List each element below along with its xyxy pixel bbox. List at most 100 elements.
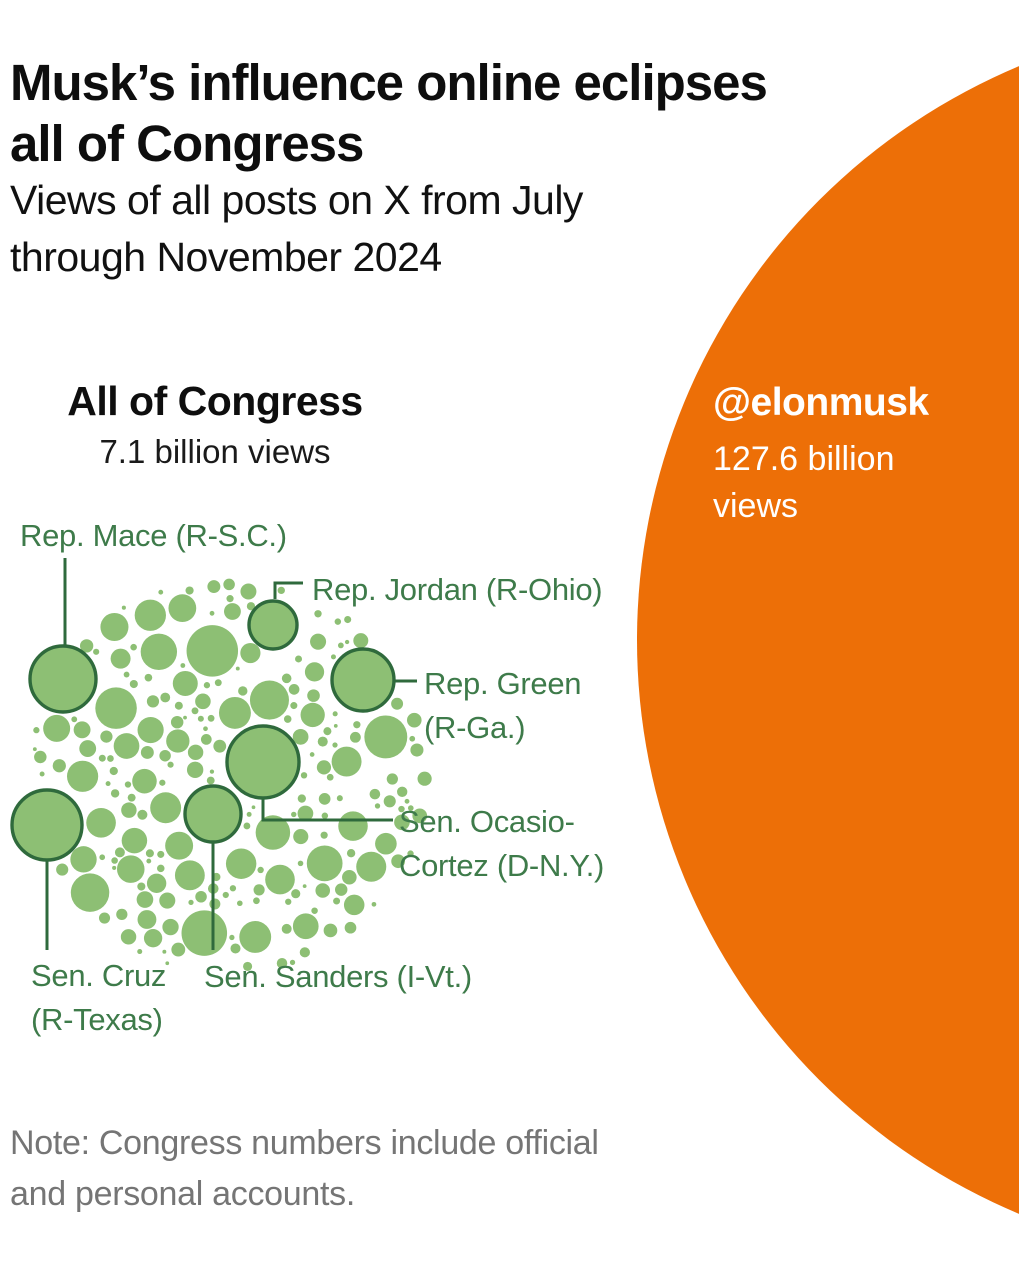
member-bubble xyxy=(307,689,320,702)
label-rep-jordan: Rep. Jordan (R-Ohio) xyxy=(312,572,603,607)
member-bubble xyxy=(32,747,37,752)
congress-bubble-pack xyxy=(10,558,432,971)
member-bubble xyxy=(249,680,289,720)
member-bubble xyxy=(186,625,239,677)
member-bubble xyxy=(39,771,45,777)
member-bubble xyxy=(209,898,221,910)
member-bubble xyxy=(383,795,396,808)
member-bubble xyxy=(127,793,136,802)
member-bubble xyxy=(320,831,328,839)
member-bubble xyxy=(168,594,197,623)
member-bubble xyxy=(137,949,143,955)
member-bubble xyxy=(213,739,227,753)
member-bubble xyxy=(137,882,146,891)
member-bubble xyxy=(162,949,167,954)
member-bubble xyxy=(144,673,153,682)
member-bubble xyxy=(333,724,338,728)
member-bubble xyxy=(100,730,113,743)
member-bubble xyxy=(323,923,338,938)
member-bubble xyxy=(107,755,114,762)
member-bubble xyxy=(66,760,99,792)
labeled-member-bubble xyxy=(28,644,98,714)
member-bubble xyxy=(229,885,237,892)
member-bubble xyxy=(371,901,377,907)
member-bubble xyxy=(123,671,130,678)
member-bubble xyxy=(410,743,424,757)
member-bubble xyxy=(314,610,322,618)
member-bubble xyxy=(369,788,381,800)
member-bubble xyxy=(129,679,138,689)
member-bubble xyxy=(174,860,205,891)
member-bubble xyxy=(158,589,164,595)
member-bubble xyxy=(304,662,325,682)
member-bubble xyxy=(195,693,211,710)
member-bubble xyxy=(243,822,251,830)
member-bubble xyxy=(297,805,314,822)
member-bubble xyxy=(93,648,100,655)
labeled-member-bubble xyxy=(183,784,243,844)
member-bubble xyxy=(145,849,154,858)
member-bubble xyxy=(281,923,292,934)
member-bubble xyxy=(181,910,228,956)
member-bubble xyxy=(99,854,106,861)
member-bubble xyxy=(209,610,215,616)
leader-line xyxy=(273,581,303,599)
member-bubble xyxy=(257,866,264,874)
member-bubble xyxy=(317,736,328,747)
member-bubble xyxy=(203,726,208,732)
member-bubble xyxy=(338,811,368,841)
member-bubble xyxy=(33,727,40,734)
member-bubble xyxy=(290,702,298,710)
member-bubble xyxy=(344,615,352,624)
member-bubble xyxy=(116,855,145,883)
member-bubble xyxy=(300,772,308,779)
member-bubble xyxy=(98,754,106,762)
member-bubble xyxy=(334,618,342,625)
member-bubble xyxy=(238,686,248,696)
member-bubble xyxy=(197,715,204,722)
member-bubble xyxy=(207,580,221,594)
label-rep-mace: Rep. Mace (R-S.C.) xyxy=(20,518,287,553)
member-bubble xyxy=(71,716,78,723)
member-bubble xyxy=(386,773,398,785)
member-bubble xyxy=(98,912,111,924)
member-bubble xyxy=(253,897,260,905)
member-bubble xyxy=(160,692,171,703)
member-bubble xyxy=(95,687,137,729)
labeled-member-bubble xyxy=(330,647,396,713)
member-bubble xyxy=(140,633,178,670)
member-bubble xyxy=(70,873,110,912)
labeled-member-bubble xyxy=(10,788,84,862)
member-bubble xyxy=(172,670,198,696)
leader-line xyxy=(261,797,393,822)
member-bubble xyxy=(226,595,234,603)
member-bubble xyxy=(391,854,406,869)
chart-title: Musk’s influence online eclipses all of … xyxy=(10,54,768,173)
member-bubble xyxy=(121,605,126,610)
member-bubble xyxy=(146,858,152,864)
member-bubble xyxy=(105,781,111,787)
member-bubble xyxy=(409,735,416,742)
member-bubble xyxy=(165,961,170,966)
member-bubble xyxy=(344,921,357,934)
member-bubble xyxy=(300,702,325,728)
member-bubble xyxy=(292,728,309,745)
member-bubble xyxy=(100,612,129,642)
member-bubble xyxy=(237,900,243,907)
member-bubble xyxy=(344,639,350,645)
member-bubble xyxy=(56,863,69,876)
member-bubble xyxy=(79,639,94,653)
member-bubble xyxy=(166,729,190,753)
member-bubble xyxy=(207,714,215,722)
member-bubble xyxy=(293,828,309,845)
musk-label-block: @elonmusk 127.6 billion views xyxy=(713,381,973,530)
member-bubble xyxy=(116,908,128,921)
member-bubble xyxy=(332,742,338,748)
member-bubble xyxy=(337,642,344,649)
congress-heading: All of Congress xyxy=(67,378,363,424)
member-bubble xyxy=(323,727,332,736)
member-bubble xyxy=(159,750,171,762)
member-bubble xyxy=(159,779,166,786)
member-bubble xyxy=(235,666,240,671)
member-bubble xyxy=(111,857,118,864)
